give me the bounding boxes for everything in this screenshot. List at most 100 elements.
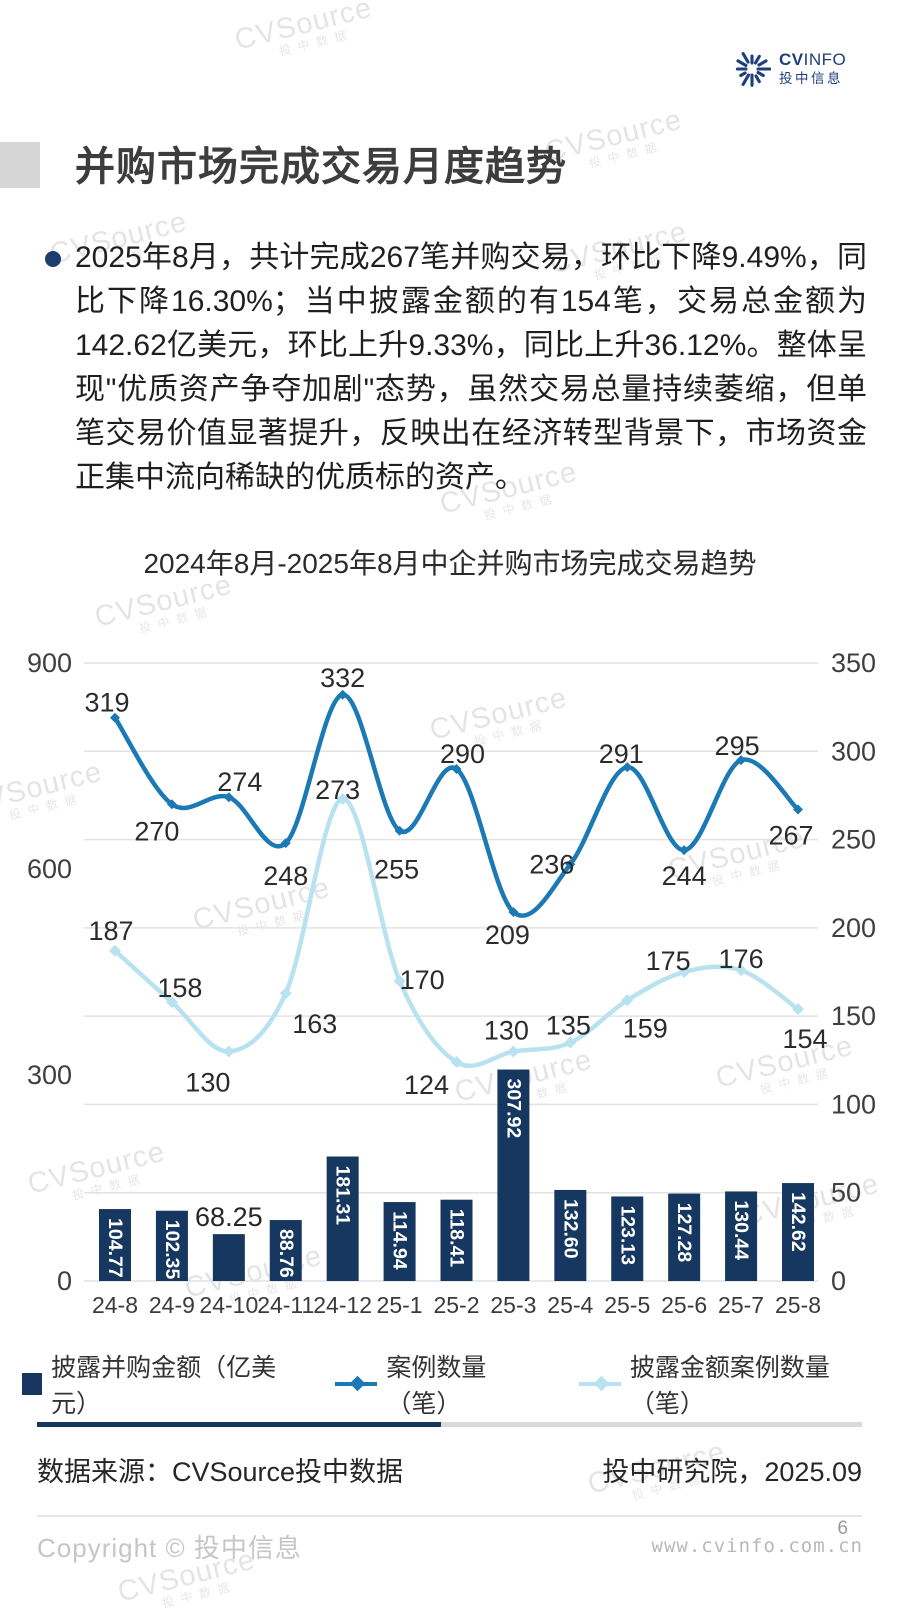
- disclosed-count-data-label: 170: [400, 965, 445, 995]
- diamond-icon: [593, 1375, 609, 1392]
- institute: 投中研究院，2025.09: [602, 1457, 862, 1487]
- left-axis-tick: 300: [27, 1060, 72, 1090]
- disclosed-count-marker: [735, 964, 748, 977]
- cvinfo-logo: CVINFO 投中信息: [733, 50, 846, 88]
- x-axis-label: 24-11: [257, 1292, 314, 1318]
- right-axis-tick: 250: [831, 825, 876, 855]
- case-count-marker: [679, 845, 690, 856]
- bar-25-3: [497, 1069, 530, 1281]
- x-axis-label: 24-10: [199, 1292, 258, 1318]
- case-count-marker: [622, 762, 633, 773]
- right-axis-tick: 300: [831, 736, 876, 766]
- logo-brand-en: CVINFO: [779, 50, 847, 70]
- burst-ray: [741, 52, 750, 64]
- disclosed-count-marker: [450, 1056, 463, 1069]
- case-count-data-label: 332: [320, 663, 365, 693]
- chart-legend: 披露并购金额（亿美元） 案例数量（笔） 披露金额案例数量（笔）: [22, 1348, 882, 1420]
- burst-ray: [754, 74, 761, 84]
- case-count-data-label: 295: [715, 731, 760, 761]
- bar-25-8: [782, 1183, 815, 1281]
- cvinfo-burst-icon: [735, 52, 771, 87]
- bar-value-label: 102.35: [161, 1220, 183, 1280]
- disclosed-count-marker: [165, 996, 178, 1009]
- bar-value-label: 130.44: [730, 1200, 752, 1260]
- bottom-hairline: [37, 1515, 862, 1517]
- case-count-data-label: 267: [768, 821, 813, 851]
- bar-value-label: 114.94: [389, 1211, 411, 1270]
- right-axis-tick: 100: [831, 1089, 876, 1119]
- case-count-marker: [565, 859, 576, 870]
- disclosed-count-data-label: 187: [88, 916, 133, 946]
- left-axis-tick: 900: [27, 648, 72, 678]
- watermark-sub: 投中数据: [277, 26, 355, 59]
- summary-text: 2025年8月，共计完成267笔并购交易，环比下降9.49%，同比下降16.30…: [75, 241, 867, 494]
- bar-24-8: [99, 1209, 131, 1281]
- case-count-marker: [394, 825, 405, 836]
- legend-item-disclosed-count: 披露金额案例数量（笔）: [578, 1348, 882, 1420]
- bar-value-label: 142.62: [787, 1192, 809, 1252]
- page-number: 6: [837, 1518, 848, 1539]
- disclosed-count-marker: [336, 792, 349, 805]
- disclosed-count-data-label: 130: [185, 1067, 230, 1097]
- watermark-brand: CVSource: [231, 0, 376, 57]
- diamond-icon: [349, 1375, 366, 1392]
- line-marker-icon: [578, 1375, 621, 1392]
- case-count-marker: [337, 689, 348, 700]
- disclosed-count-data-label: 124: [404, 1070, 449, 1100]
- bar-24-12: [326, 1156, 359, 1281]
- copyright: Copyright © 投中信息: [37, 1533, 302, 1563]
- right-axis-tick: 150: [831, 1001, 876, 1031]
- disclosed-count-marker: [621, 994, 634, 1007]
- bar-value-label: 104.77: [104, 1218, 126, 1278]
- source-row: 数据来源：CVSource投中数据 投中研究院，2025.09: [37, 1450, 862, 1489]
- bar-25-4: [554, 1189, 587, 1281]
- bar-24-11: [269, 1220, 302, 1281]
- x-axis-label: 25-5: [604, 1292, 650, 1318]
- burst-ray: [739, 71, 747, 78]
- case-count-marker: [508, 906, 519, 917]
- disclosed-count-marker: [222, 1045, 235, 1058]
- bar-25-5: [611, 1196, 644, 1281]
- case-count-marker: [280, 838, 291, 849]
- legend-item-case-count: 案例数量（笔）: [335, 1348, 546, 1420]
- x-axis-label: 24-9: [149, 1292, 195, 1318]
- burst-ray: [757, 59, 768, 67]
- x-axis-label: 25-8: [775, 1292, 821, 1318]
- disclosed-count-data-label: 175: [646, 946, 691, 976]
- bullet-icon: [45, 251, 61, 267]
- right-axis-tick: 50: [831, 1178, 861, 1208]
- bar-25-1: [383, 1202, 416, 1281]
- logo-brand-cn: 投中信息: [779, 70, 843, 86]
- disclosed-count-marker: [564, 1036, 577, 1049]
- disclosed-count-data-label: 163: [292, 1009, 337, 1039]
- case-count-marker: [110, 712, 120, 723]
- legend-label: 披露金额案例数量（笔）: [629, 1354, 830, 1418]
- bar-25-7: [725, 1191, 758, 1281]
- disclosed-count-marker: [109, 944, 121, 957]
- burst-ray: [736, 59, 748, 68]
- bar-value-label: 181.31: [332, 1166, 354, 1226]
- case-count-data-label: 290: [440, 739, 485, 769]
- disclosed-count-data-label: 130: [484, 1015, 529, 1045]
- bar-value-label: 132.60: [559, 1199, 581, 1259]
- x-axis-label: 24-8: [92, 1292, 138, 1318]
- left-axis-tick: 600: [27, 854, 72, 884]
- bar-value-label: 123.13: [616, 1205, 638, 1265]
- legend-label: 披露并购金额（亿美元）: [51, 1354, 277, 1418]
- bar-25-2: [440, 1199, 473, 1281]
- page-title: 并购市场完成交易月度趋势: [75, 145, 567, 189]
- case-count-marker: [451, 763, 462, 774]
- burst-ray: [753, 54, 761, 65]
- left-axis-tick: 0: [57, 1266, 72, 1296]
- x-axis-label: 25-7: [718, 1292, 764, 1318]
- case-count-data-label: 319: [84, 688, 129, 718]
- right-axis-tick: 350: [831, 648, 876, 678]
- disclosed-count-marker: [792, 1003, 805, 1016]
- bar-value-label: 88.76: [275, 1229, 297, 1278]
- disclosed-count-data-label: 135: [546, 1011, 591, 1041]
- disclosed-count-marker: [279, 987, 292, 1000]
- disclosed-count-data-label: 159: [623, 1013, 668, 1043]
- website-url: www.cvinfo.com.cn: [651, 1535, 863, 1557]
- title-accent-block: [0, 142, 40, 188]
